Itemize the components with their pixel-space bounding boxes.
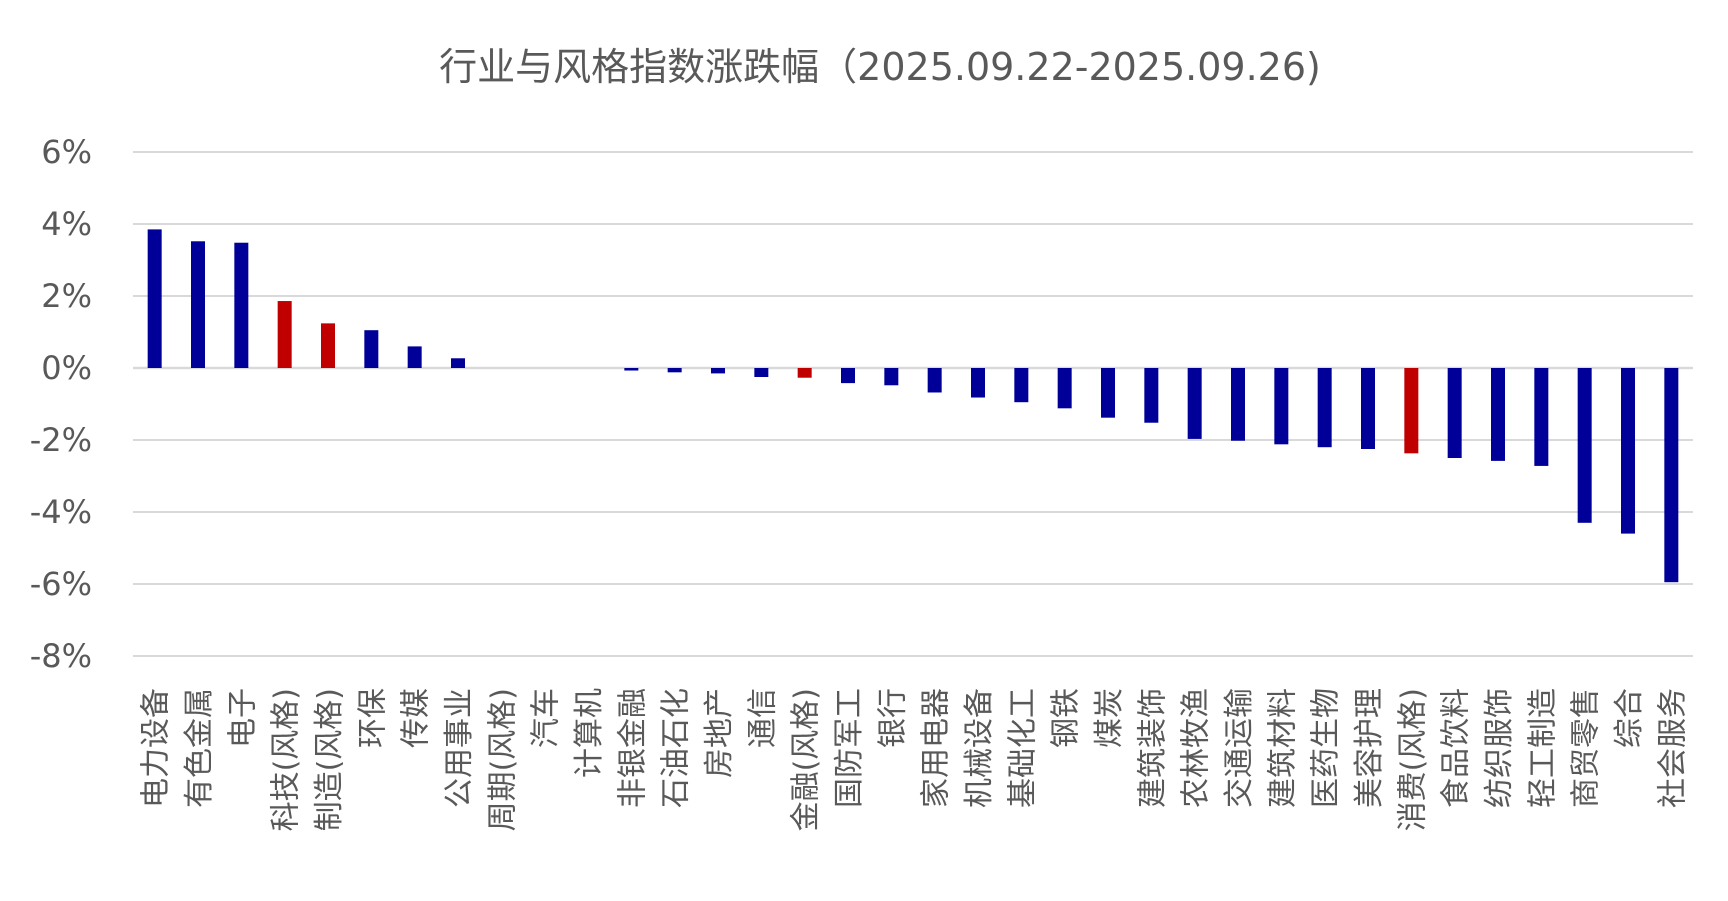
x-tick-label: 传媒 [399, 688, 434, 748]
bar [1447, 368, 1462, 458]
x-tick-label: 食品饮料 [1439, 688, 1474, 808]
x-tick-label: 交通运输 [1222, 688, 1257, 808]
x-tick-label: 轻工制造 [1525, 688, 1560, 808]
x-tick-label: 电子 [225, 688, 260, 748]
bar [1664, 368, 1679, 583]
bar [797, 368, 812, 378]
bar [191, 241, 205, 368]
bar [1231, 368, 1245, 441]
grid-lines [133, 151, 1693, 657]
bar [1317, 368, 1332, 448]
bar [277, 301, 292, 368]
y-tick-label: -4% [30, 493, 92, 531]
bar [841, 368, 855, 384]
x-tick-label: 石油石化 [659, 688, 694, 808]
x-tick-label: 商贸零售 [1569, 688, 1604, 808]
bar [1534, 368, 1549, 466]
y-axis-ticks: 6% 4% 2% 0% -2% -4% -6% -8% [30, 133, 92, 675]
x-tick-label: 建筑装饰 [1135, 688, 1170, 808]
x-tick-label: 汽车 [529, 688, 564, 748]
x-tick-label: 通信 [745, 688, 780, 748]
bar [451, 358, 465, 368]
bar [1621, 368, 1635, 534]
x-tick-label: 电力设备 [139, 688, 174, 808]
bar [971, 368, 985, 398]
x-tick-label: 综合 [1612, 688, 1647, 748]
x-tick-label: 有色金属 [182, 688, 217, 808]
y-tick-label: 6% [41, 133, 92, 171]
bar [927, 368, 942, 393]
x-tick-label: 国防军工 [832, 688, 867, 808]
bar [754, 368, 769, 377]
bar [1187, 368, 1202, 439]
bar [624, 368, 639, 371]
x-tick-label: 纺织服饰 [1482, 688, 1517, 808]
x-tick-label: 金融(风格) [789, 688, 824, 831]
y-tick-label: 0% [41, 349, 92, 387]
x-tick-label: 周期(风格) [485, 688, 520, 831]
x-tick-label: 环保 [355, 688, 390, 748]
x-tick-label: 钢铁 [1049, 688, 1084, 748]
bar [364, 330, 379, 368]
bar [1014, 368, 1029, 403]
x-tick-label: 基础化工 [1005, 688, 1040, 808]
bar [321, 323, 335, 368]
bar [1144, 368, 1159, 423]
bar [1404, 368, 1419, 454]
y-tick-label: -2% [30, 421, 92, 459]
bars [147, 229, 1679, 583]
x-tick-label: 制造(风格) [312, 688, 347, 831]
x-tick-label: 公用事业 [442, 688, 477, 808]
bar [147, 229, 162, 368]
x-tick-label: 煤炭 [1092, 688, 1127, 748]
x-tick-label: 科技(风格) [269, 688, 304, 831]
y-tick-label: 4% [41, 205, 92, 243]
x-tick-label: 农林牧渔 [1179, 688, 1214, 808]
x-tick-label: 医药生物 [1309, 688, 1344, 808]
x-tick-label: 房地产 [702, 688, 737, 778]
bar [1274, 368, 1289, 445]
bar [1057, 368, 1072, 409]
bar [1361, 368, 1375, 449]
y-tick-label: 2% [41, 277, 92, 315]
x-tick-label: 非银金融 [615, 688, 650, 808]
x-tick-label: 家用电器 [919, 688, 954, 808]
bar [407, 346, 422, 368]
bar [234, 242, 249, 368]
x-tick-label: 美容护理 [1352, 688, 1387, 808]
x-tick-label: 消费(风格) [1395, 688, 1430, 831]
bar [711, 368, 725, 374]
x-tick-label: 建筑材料 [1265, 688, 1300, 808]
x-axis-labels: 电力设备 有色金属 电子 科技(风格) 制造(风格) 环保 传媒 公用事业 周期(风格) 汽车 计算… [139, 688, 1691, 831]
bar [1491, 368, 1505, 461]
chart-title: 行业与风格指数涨跌幅（2025.09.22-2025.09.26) [439, 45, 1321, 89]
bar [1577, 368, 1592, 523]
bar [667, 368, 682, 373]
x-tick-label: 银行 [875, 688, 910, 748]
y-tick-label: -8% [30, 637, 92, 675]
x-tick-label: 机械设备 [962, 688, 997, 808]
x-tick-label: 计算机 [572, 688, 607, 778]
bar [1101, 368, 1115, 418]
y-tick-label: -6% [30, 565, 92, 603]
x-tick-label: 社会服务 [1655, 688, 1690, 808]
bar [884, 368, 899, 386]
